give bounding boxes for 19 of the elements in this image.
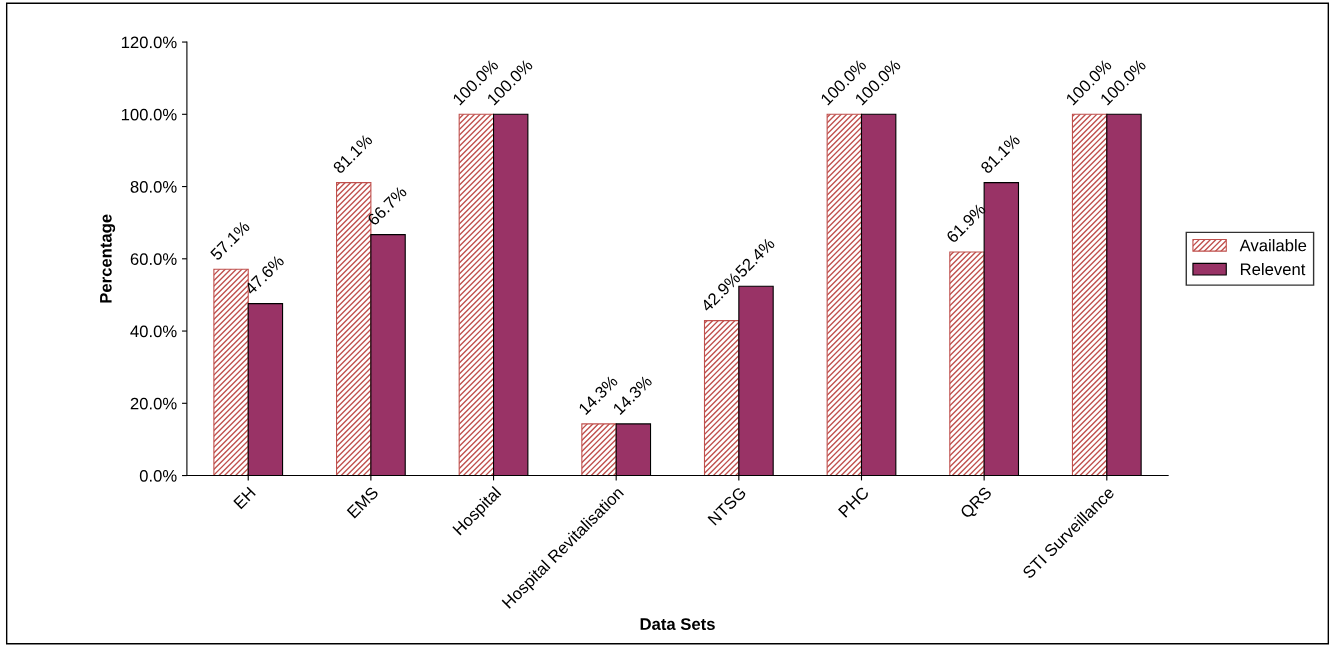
y-tick-label: 100.0%	[121, 108, 177, 121]
bar	[826, 113, 863, 476]
y-tick-label: 120.0%	[121, 36, 177, 49]
x-axis-title: Data Sets	[640, 618, 715, 630]
bar	[213, 268, 249, 476]
bar	[949, 251, 985, 476]
y-tick-label: 0.0%	[139, 469, 177, 482]
x-tick-label: EH	[233, 486, 256, 510]
y-axis-title: Percentage	[100, 214, 116, 303]
legend-label: Relevent	[1240, 262, 1306, 276]
y-tick-label: 20.0%	[130, 397, 177, 410]
y-tick-label: 40.0%	[130, 325, 177, 338]
bar	[1071, 113, 1108, 476]
y-tick-label: 60.0%	[130, 253, 177, 265]
bar	[703, 320, 740, 476]
y-tick-label: 80.0%	[130, 180, 177, 193]
bar	[581, 423, 617, 476]
legend-label: Available	[1239, 239, 1307, 252]
bar	[458, 113, 495, 476]
